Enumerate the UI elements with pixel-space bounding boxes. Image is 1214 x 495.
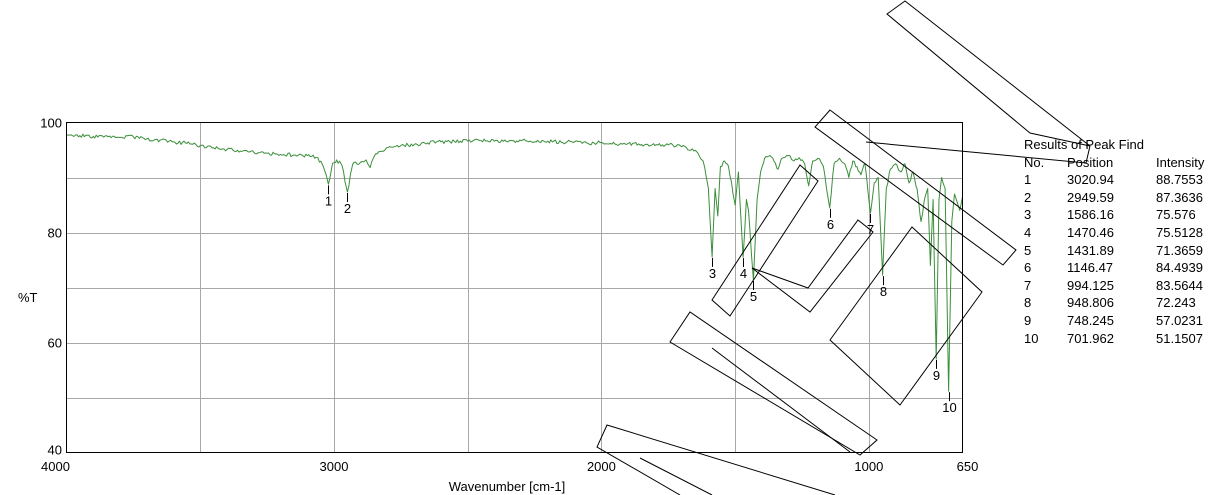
peak-table-row: 5 1431.89 71.3659: [1024, 242, 1214, 260]
peak-no: 7: [1024, 277, 1032, 293]
peak-label: 8: [880, 284, 887, 299]
peak-position: 748.245: [1067, 312, 1114, 328]
y-tick-label: 100: [40, 116, 62, 131]
peak-label: 10: [942, 400, 956, 415]
peak-table-body: 1 3020.94 88.7553 2 2949.59 87.3636 3 1586.16 75…: [1024, 171, 1214, 347]
peak-table-row: 9 748.245 57.0231: [1024, 312, 1214, 330]
peak-position: 1586.16: [1067, 207, 1114, 223]
peak-table-row: 8 948.806 72.243: [1024, 294, 1214, 312]
peak-intensity: 57.0231: [1156, 312, 1203, 328]
peak-intensity: 75.5128: [1156, 224, 1203, 240]
peak-table-row: 3 1586.16 75.576: [1024, 206, 1214, 224]
peak-intensity: 75.576: [1156, 207, 1196, 223]
spectrum-line: [66, 133, 963, 392]
header-position: Position: [1067, 154, 1114, 170]
peak-intensity: 88.7553: [1156, 172, 1203, 188]
x-tick-label: 650: [957, 459, 979, 474]
peak-intensity: 83.5644: [1156, 277, 1203, 293]
peak-position: 701.962: [1067, 330, 1114, 346]
peak-table-header: No. Position Intensity: [1024, 154, 1214, 172]
watermark-shape: [639, 457, 713, 495]
watermark-shape: [711, 164, 819, 317]
watermark-shape: [886, 0, 1091, 147]
peak-table-row: 4 1470.46 75.5128: [1024, 224, 1214, 242]
peak-intensity: 72.243: [1156, 295, 1196, 311]
x-axis-label: Wavenumber [cm-1]: [449, 479, 566, 494]
x-tick-label: 4000: [41, 459, 70, 474]
peak-position: 2949.59: [1067, 189, 1114, 205]
plot-frame: [66, 122, 963, 453]
peak-label: 2: [344, 201, 351, 216]
peak-table-row: 6 1146.47 84.4939: [1024, 259, 1214, 277]
peak-no: 3: [1024, 207, 1032, 223]
peak-table-title: Results of Peak Find: [1024, 137, 1144, 152]
peak-intensity: 84.4939: [1156, 260, 1203, 276]
peak-no: 6: [1024, 260, 1032, 276]
peak-position: 3020.94: [1067, 172, 1114, 188]
peak-label: 5: [750, 289, 757, 304]
peak-label: 1: [325, 193, 332, 208]
watermark: [596, 0, 1091, 495]
watermark-shape: [829, 226, 983, 406]
peak-intensity: 87.3636: [1156, 189, 1203, 205]
x-tick-label: 1000: [854, 459, 883, 474]
peak-intensity: 51.1507: [1156, 330, 1203, 346]
peak-no: 1: [1024, 172, 1032, 188]
peak-no: 2: [1024, 189, 1032, 205]
spectrum-series: [66, 133, 963, 392]
watermark-shape: [814, 109, 1017, 266]
peak-no: 5: [1024, 242, 1032, 258]
peak-no: 8: [1024, 295, 1032, 311]
header-no: No.: [1024, 154, 1045, 170]
peak-intensity: 71.3659: [1156, 242, 1203, 258]
y-tick-label: 60: [48, 336, 62, 351]
x-tick-label: 3000: [320, 459, 349, 474]
peak-position: 994.125: [1067, 277, 1114, 293]
peak-table-row: 1 3020.94 88.7553: [1024, 171, 1214, 189]
peak-no: 10: [1024, 330, 1039, 346]
peak-table-row: 10 701.962 51.1507: [1024, 330, 1214, 348]
grid: [66, 122, 963, 453]
watermark-shape: [669, 311, 878, 456]
peak-label: 4: [740, 266, 747, 281]
peak-label: 3: [709, 266, 716, 281]
peak-position: 1431.89: [1067, 242, 1114, 258]
y-tick-label: 40: [48, 443, 62, 458]
header-intensity: Intensity: [1156, 154, 1205, 170]
peak-position: 1146.47: [1067, 260, 1114, 276]
peak-label: 9: [933, 368, 940, 383]
watermark-shape: [596, 424, 836, 495]
y-axis-label: %T: [18, 290, 38, 305]
peak-table-row: 2 2949.59 87.3636: [1024, 189, 1214, 207]
y-axis-ticks: 100 80 60 40: [40, 116, 62, 458]
peak-no: 9: [1024, 312, 1032, 328]
peak-label: 6: [827, 217, 834, 232]
watermark-shape: [865, 141, 1091, 164]
peak-position: 1470.46: [1067, 224, 1114, 240]
peak-position: 948.806: [1067, 295, 1114, 311]
x-axis-ticks: 4000 3000 2000 1000 650: [41, 459, 978, 474]
peak-results-table: Results of Peak Find No. Position Intens…: [1024, 136, 1214, 347]
peak-table-row: 7 994.125 83.5644: [1024, 277, 1214, 295]
y-tick-label: 80: [48, 226, 62, 241]
watermark-shape: [711, 347, 851, 453]
watermark-shape: [751, 219, 874, 313]
peak-no: 4: [1024, 224, 1032, 240]
x-tick-label: 2000: [587, 459, 616, 474]
